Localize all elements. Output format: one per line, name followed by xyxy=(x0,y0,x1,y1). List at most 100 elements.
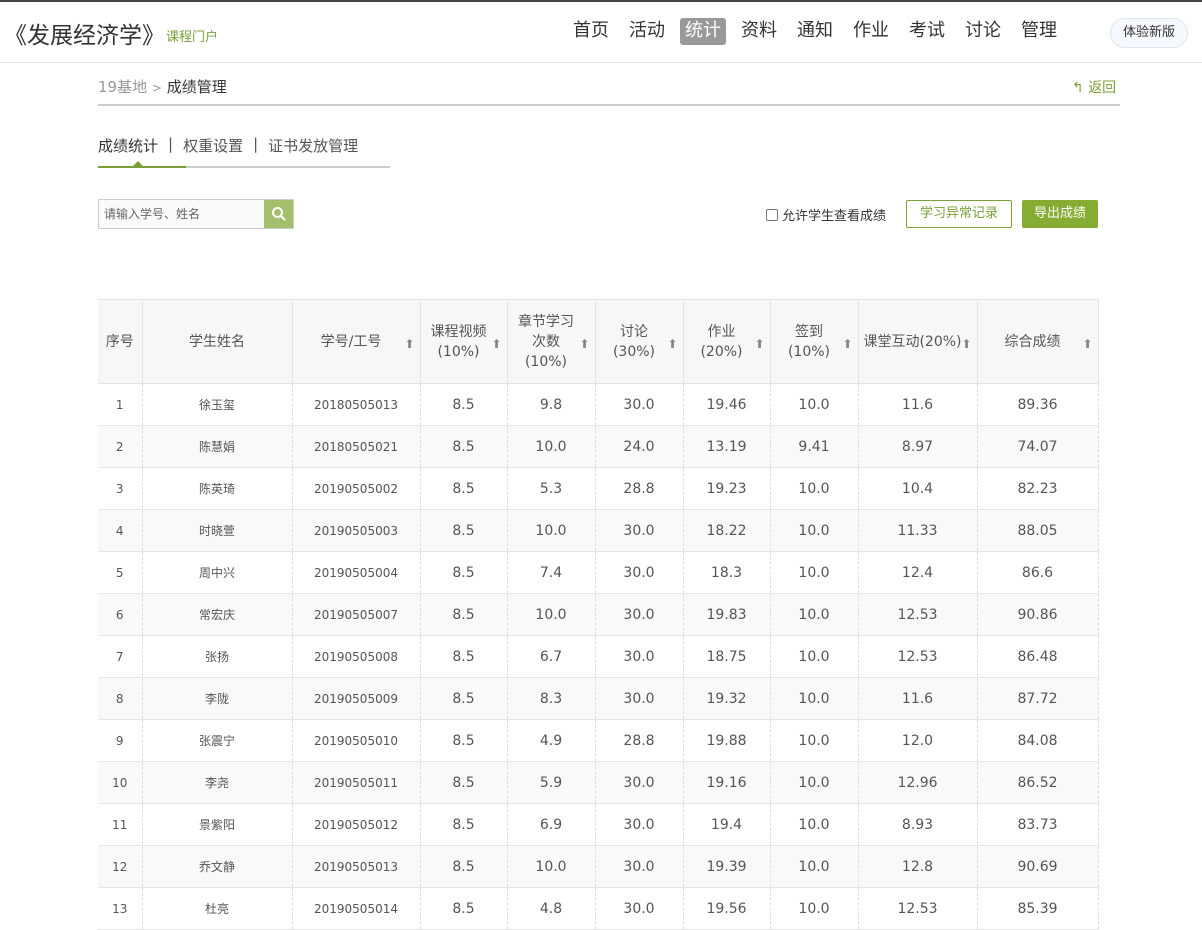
table-cell: 景紫阳 xyxy=(142,803,293,846)
column-header[interactable]: 课程视频(10%) ⬆ xyxy=(420,299,508,384)
sort-arrow-icon[interactable]: ⬆ xyxy=(404,337,415,351)
course-portal-link[interactable]: 课程门户 xyxy=(166,30,219,45)
nav-item[interactable]: 通知 xyxy=(797,20,833,41)
course-title: 《发展经济学》 xyxy=(4,23,165,49)
nav-item[interactable]: 活动 xyxy=(629,20,665,41)
tab-grade-stats[interactable]: 成绩统计 xyxy=(98,137,159,155)
table-cell: 5 xyxy=(98,551,143,594)
table-cell: 87.72 xyxy=(977,677,1099,720)
table-cell: 19.46 xyxy=(683,383,771,426)
table-cell: 8.5 xyxy=(420,425,508,468)
column-header[interactable]: 作业(20%) ⬆ xyxy=(683,299,771,384)
table-cell: 8.5 xyxy=(420,887,508,930)
table-cell: 20190505002 xyxy=(292,467,421,510)
table-cell: 10.0 xyxy=(770,803,859,846)
table-cell: 10.0 xyxy=(770,467,859,510)
table-cell: 20180505021 xyxy=(292,425,421,468)
back-link[interactable]: ↰ 返回 xyxy=(1072,77,1116,97)
export-grades-button[interactable]: 导出成绩 xyxy=(1022,200,1098,228)
table-cell: 8.5 xyxy=(420,551,508,594)
table-cell: 12.96 xyxy=(858,761,978,804)
table-cell: 82.23 xyxy=(977,467,1099,510)
table-cell: 7 xyxy=(98,635,143,678)
table-row: 5 周中兴 20190505004 8.5 7.4 30.0 18.3 10.0 12.4 86.… xyxy=(98,551,1099,594)
main-nav: 首页 活动 统计 资料 通知 作业 考试 讨论 管理 xyxy=(568,18,1062,45)
nav-item[interactable]: 作业 xyxy=(853,20,889,41)
nav-item[interactable]: 考试 xyxy=(909,20,945,41)
sort-arrow-icon[interactable]: ⬆ xyxy=(491,337,502,351)
table-cell: 19.23 xyxy=(683,467,771,510)
table-cell: 20190505011 xyxy=(292,761,421,804)
column-header[interactable]: 课堂互动(20%) ⬆ xyxy=(858,299,978,384)
table-cell: 10 xyxy=(98,761,143,804)
table-cell: 10.0 xyxy=(770,635,859,678)
sort-arrow-icon[interactable]: ⬆ xyxy=(961,337,972,351)
table-cell: 88.05 xyxy=(977,509,1099,552)
table-cell: 8.5 xyxy=(420,761,508,804)
column-header-label: 章节学习次数(10%) xyxy=(518,313,574,370)
column-header[interactable]: 讨论(30%) ⬆ xyxy=(595,299,684,384)
allow-view-checkbox[interactable]: 允许学生查看成绩 xyxy=(766,205,886,224)
table-cell: 12.4 xyxy=(858,551,978,594)
table-cell: 30.0 xyxy=(595,383,684,426)
checkbox-icon[interactable] xyxy=(766,208,778,221)
nav-item[interactable]: 讨论 xyxy=(965,20,1001,41)
nav-item[interactable]: 首页 xyxy=(573,20,609,41)
breadcrumb-current: 成绩管理 xyxy=(166,78,227,96)
table-cell: 6 xyxy=(98,593,143,636)
nav-item[interactable]: 资料 xyxy=(741,20,777,41)
divider xyxy=(98,104,1120,106)
table-cell: 李陇 xyxy=(142,677,293,720)
table-cell: 19.83 xyxy=(683,593,771,636)
table-cell: 11.33 xyxy=(858,509,978,552)
table-cell: 11.6 xyxy=(858,383,978,426)
sort-arrow-icon[interactable]: ⬆ xyxy=(579,337,590,351)
table-row: 3 陈英琦 20190505002 8.5 5.3 28.8 19.23 10.0 10.4 82… xyxy=(98,467,1099,510)
column-header[interactable]: 综合成绩 ⬆ xyxy=(977,299,1099,384)
table-cell: 2 xyxy=(98,425,143,468)
top-bar: 《发展经济学》 课程门户 首页 活动 统计 资料 通知 作业 考试 讨论 管理 体验新版 xyxy=(0,2,1202,63)
table-cell: 陈英琦 xyxy=(142,467,293,510)
table-cell: 张扬 xyxy=(142,635,293,678)
search-input[interactable]: 请输入学号、姓名 xyxy=(99,200,264,228)
new-version-button[interactable]: 体验新版 xyxy=(1110,18,1188,48)
column-header-label: 学生姓名 xyxy=(189,333,245,350)
column-header: 学生姓名 xyxy=(142,299,293,384)
column-header[interactable]: 签到(10%) ⬆ xyxy=(770,299,859,384)
table-cell: 5.3 xyxy=(507,467,596,510)
tab-weight-settings[interactable]: 权重设置 xyxy=(183,137,244,155)
table-cell: 18.3 xyxy=(683,551,771,594)
table-cell: 8.5 xyxy=(420,677,508,720)
abnormal-records-button[interactable]: 学习异常记录 xyxy=(906,200,1012,228)
table-cell: 8.5 xyxy=(420,593,508,636)
table-row: 2 陈慧娟 20180505021 8.5 10.0 24.0 13.19 9.41 8.97 7… xyxy=(98,425,1099,468)
table-cell: 12.0 xyxy=(858,719,978,762)
table-cell: 85.39 xyxy=(977,887,1099,930)
column-header[interactable]: 学号/工号 ⬆ xyxy=(292,299,421,384)
table-cell: 陈慧娟 xyxy=(142,425,293,468)
breadcrumb-parent[interactable]: 19基地 xyxy=(98,78,148,96)
search-button[interactable] xyxy=(264,200,293,228)
column-header-label: 课程视频(10%) xyxy=(430,323,487,360)
table-cell: 12.8 xyxy=(858,845,978,888)
nav-item[interactable]: 统计 xyxy=(680,18,726,45)
table-cell: 30.0 xyxy=(595,845,684,888)
table-cell: 20190505004 xyxy=(292,551,421,594)
tab-certificate-management[interactable]: 证书发放管理 xyxy=(268,137,359,155)
table-cell: 30.0 xyxy=(595,635,684,678)
sort-arrow-icon[interactable]: ⬆ xyxy=(667,337,678,351)
column-header[interactable]: 章节学习次数(10%) ⬆ xyxy=(507,299,596,384)
table-row: 13 杜亮 20190505014 8.5 4.8 30.0 19.56 10.0 12.53 8… xyxy=(98,887,1099,930)
table-cell: 常宏庆 xyxy=(142,593,293,636)
table-cell: 18.75 xyxy=(683,635,771,678)
sort-arrow-icon[interactable]: ⬆ xyxy=(754,337,765,351)
sort-arrow-icon[interactable]: ⬆ xyxy=(842,337,853,351)
sort-arrow-icon[interactable]: ⬆ xyxy=(1082,337,1093,351)
table-cell: 20190505012 xyxy=(292,803,421,846)
nav-item[interactable]: 管理 xyxy=(1021,20,1057,41)
table-row: 12 乔文静 20190505013 8.5 10.0 30.0 19.39 10.0 12.8… xyxy=(98,845,1099,888)
search-box: 请输入学号、姓名 xyxy=(98,199,294,229)
table-cell: 83.73 xyxy=(977,803,1099,846)
table-cell: 8 xyxy=(98,677,143,720)
table-cell: 10.0 xyxy=(507,425,596,468)
